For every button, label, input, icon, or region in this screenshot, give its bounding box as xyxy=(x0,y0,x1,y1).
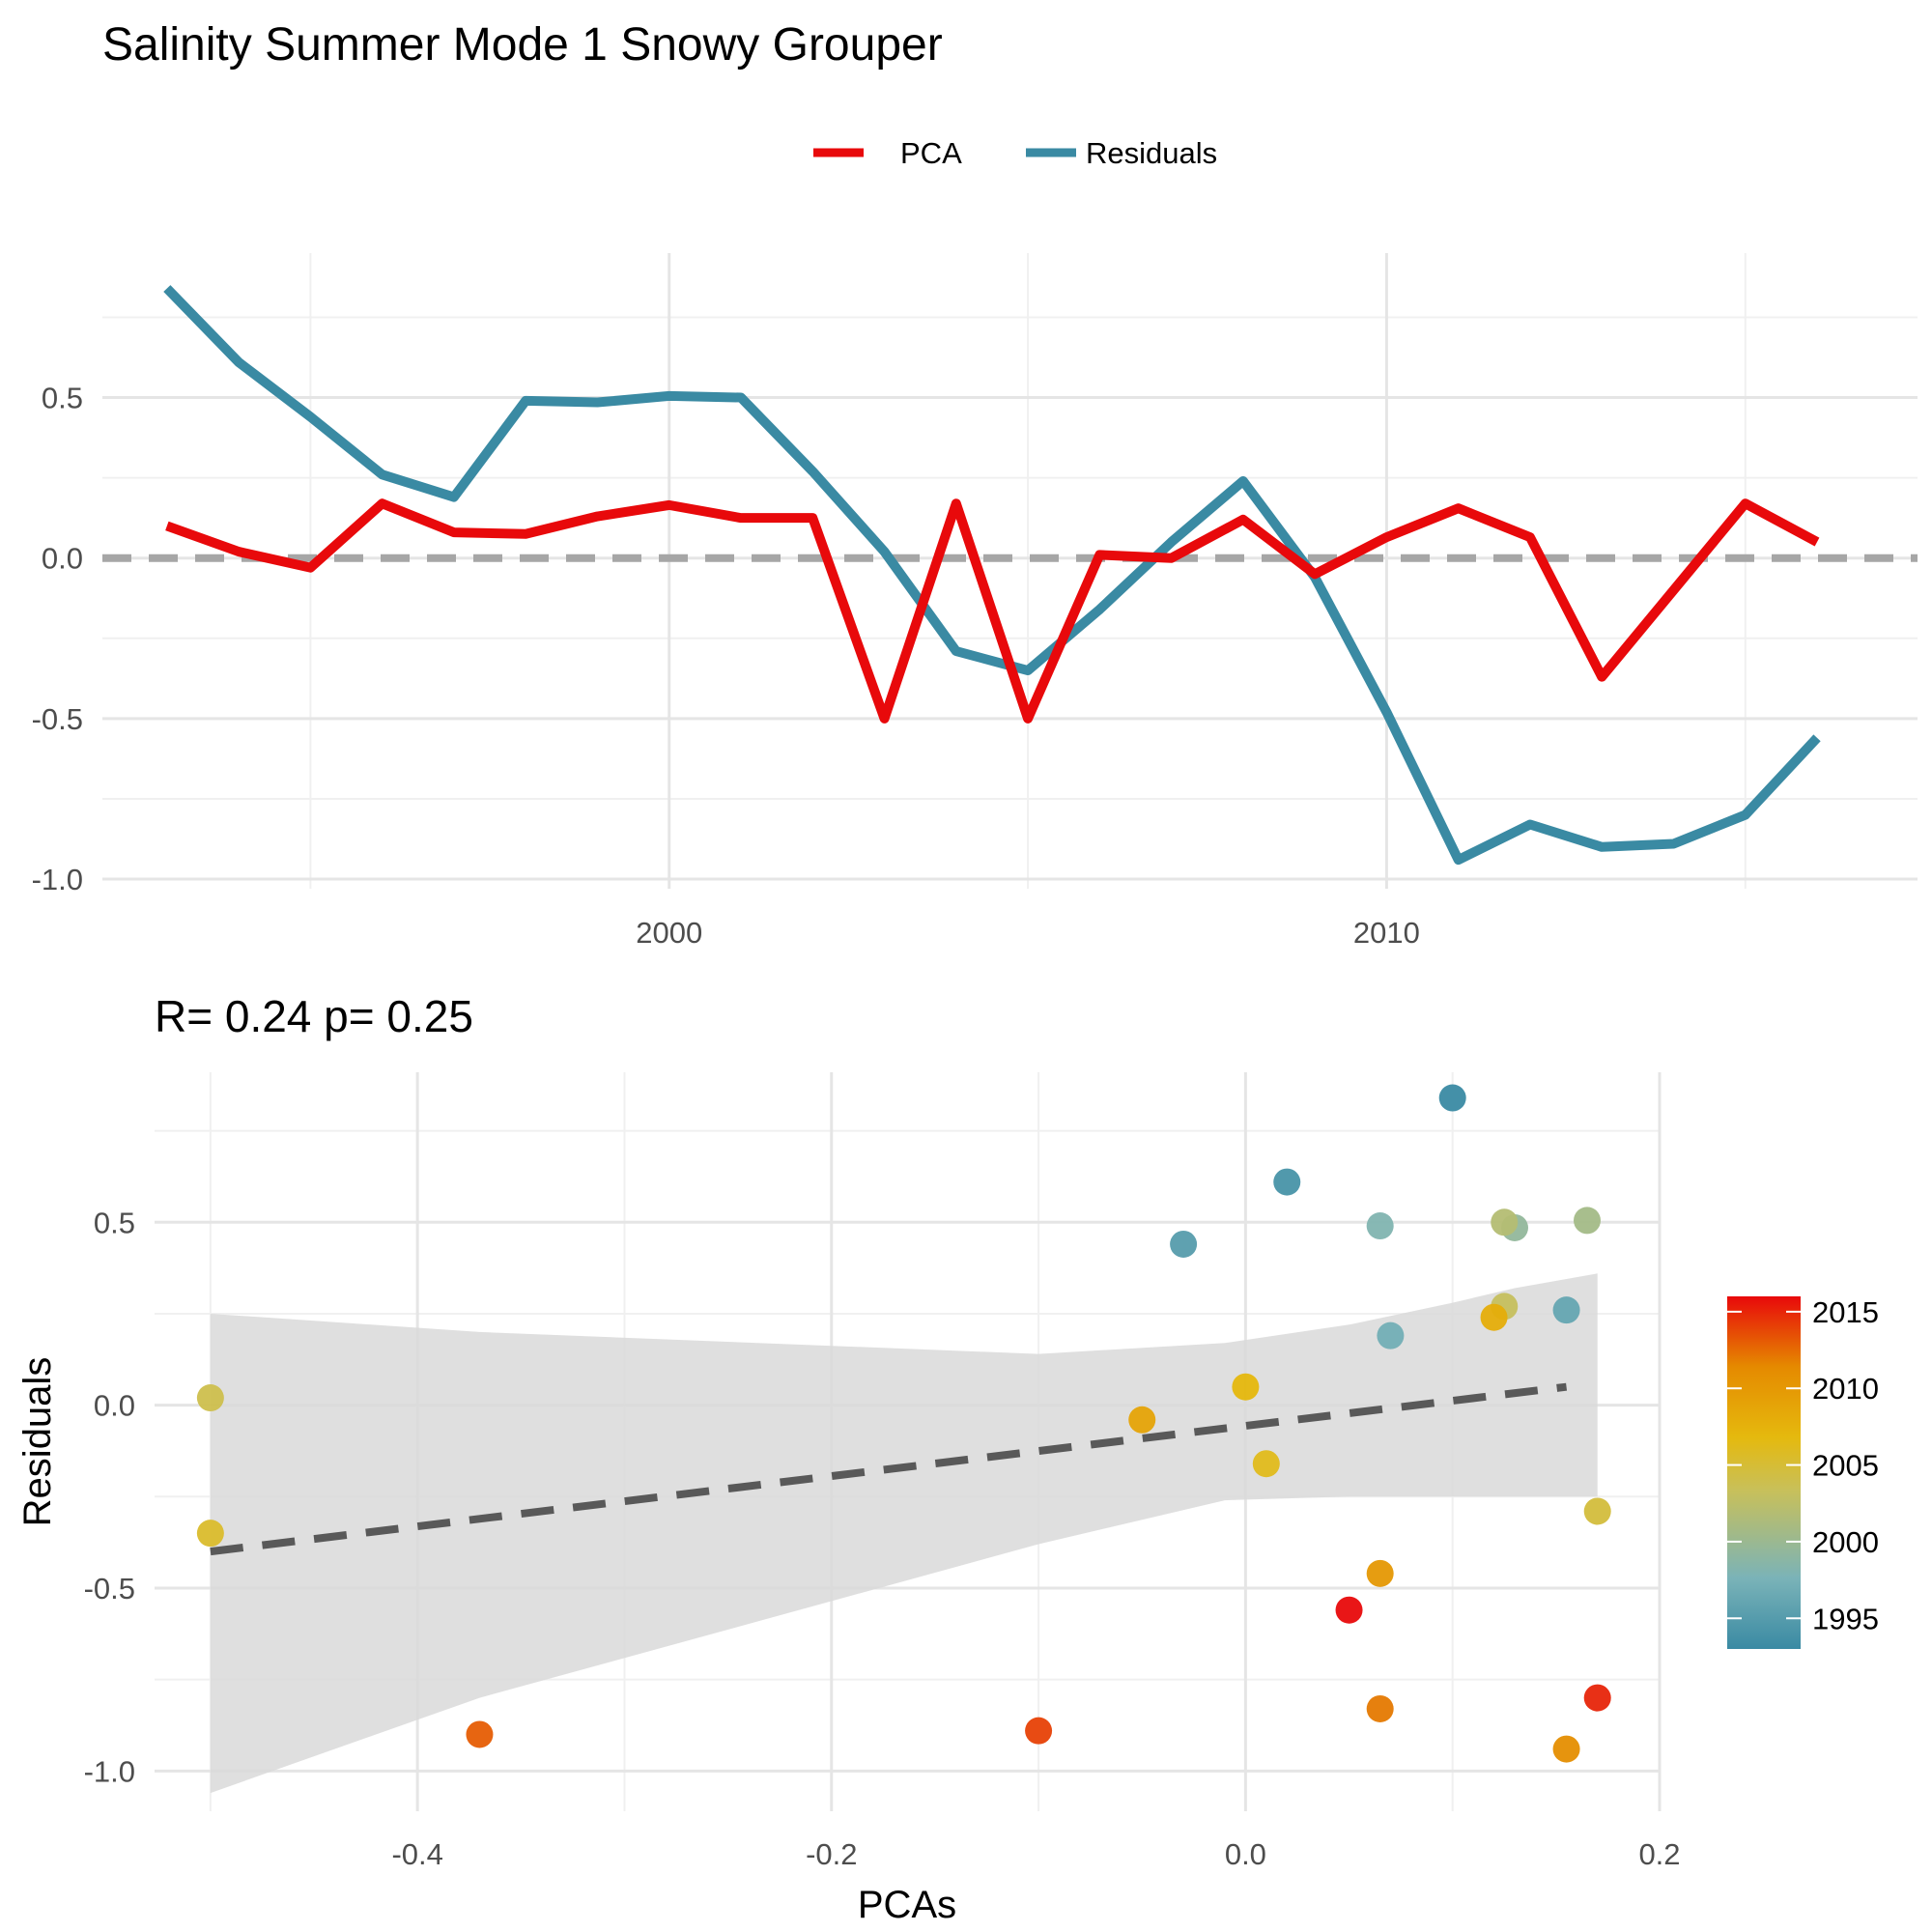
scatter-point xyxy=(1366,1694,1394,1722)
scatter-point xyxy=(1128,1406,1156,1434)
scatter-point xyxy=(1366,1212,1394,1240)
scatter-point xyxy=(1273,1168,1301,1196)
scatter-point xyxy=(1480,1303,1508,1331)
scatter-point xyxy=(1438,1084,1466,1112)
scatter-point xyxy=(1552,1296,1580,1324)
series-line-residuals xyxy=(163,285,1821,866)
y-tick-label: -0.5 xyxy=(84,1572,135,1605)
colorbar-tick-label: 2000 xyxy=(1812,1525,1879,1559)
scatter-subtitle: R= 0.24 p= 0.25 xyxy=(155,991,473,1041)
y-tick-label: 0.0 xyxy=(42,542,83,576)
figure-title: Salinity Summer Mode 1 Snowy Grouper xyxy=(102,19,943,71)
y-axis-title: Residuals xyxy=(16,1357,59,1527)
scatter-point xyxy=(1170,1230,1198,1258)
scatter-point xyxy=(196,1384,224,1412)
y-tick-label: 0.5 xyxy=(42,382,83,415)
legend-label-pca: PCA xyxy=(900,136,962,170)
series-line-pca xyxy=(165,498,1820,724)
x-tick-label: 0.0 xyxy=(1225,1837,1266,1871)
scatter-point xyxy=(1335,1596,1363,1624)
scatter-point xyxy=(1366,1559,1394,1587)
scatter-point xyxy=(1025,1717,1053,1745)
scatter-point xyxy=(1583,1684,1611,1712)
scatter-point xyxy=(1232,1373,1260,1401)
scatter-point xyxy=(1491,1208,1519,1236)
x-axis-title: PCAs xyxy=(858,1884,956,1926)
legend-label-residuals: Residuals xyxy=(1086,136,1217,170)
x-tick-label: -0.2 xyxy=(806,1837,857,1871)
trend-line xyxy=(210,1382,1568,1556)
scatter-point xyxy=(1573,1207,1601,1235)
scatter-point xyxy=(1583,1497,1611,1525)
colorbar-tick-label: 2010 xyxy=(1812,1372,1879,1406)
colorbar-tick-label: 1995 xyxy=(1812,1602,1879,1635)
x-tick-label: -0.4 xyxy=(391,1837,442,1871)
x-tick-label: 2000 xyxy=(636,916,702,950)
colorbar-gradient xyxy=(1727,1296,1801,1649)
scatter-point xyxy=(1552,1735,1580,1763)
scatter-point xyxy=(196,1520,224,1548)
timeseries-panel: -1.0 -0.5 0.0 0.5 2000 2010 xyxy=(32,253,1918,950)
y-tick-label: -1.0 xyxy=(84,1754,135,1788)
y-tick-label: 0.5 xyxy=(94,1206,135,1239)
colorbar-tick-label: 2005 xyxy=(1812,1449,1879,1483)
colorbar-tick-label: 2015 xyxy=(1812,1295,1879,1329)
x-tick-label: 0.2 xyxy=(1638,1837,1680,1871)
x-tick-label: 2010 xyxy=(1353,916,1420,950)
scatter-panel: -1.0 -0.5 0.0 0.5 -0.4 -0.2 0.0 0.2 PCAs Residual… xyxy=(16,1072,1681,1926)
colorbar-legend: 1995 2000 2005 2010 2015 xyxy=(1727,1295,1879,1649)
scatter-point xyxy=(1377,1321,1405,1350)
y-tick-label: -1.0 xyxy=(32,863,83,896)
confidence-band xyxy=(210,1273,1598,1794)
y-tick-label: -0.5 xyxy=(32,702,83,736)
legend: PCA Residuals xyxy=(813,136,1217,170)
scatter-point xyxy=(466,1720,494,1748)
scatter-point xyxy=(1252,1450,1280,1478)
y-tick-label: 0.0 xyxy=(94,1389,135,1423)
